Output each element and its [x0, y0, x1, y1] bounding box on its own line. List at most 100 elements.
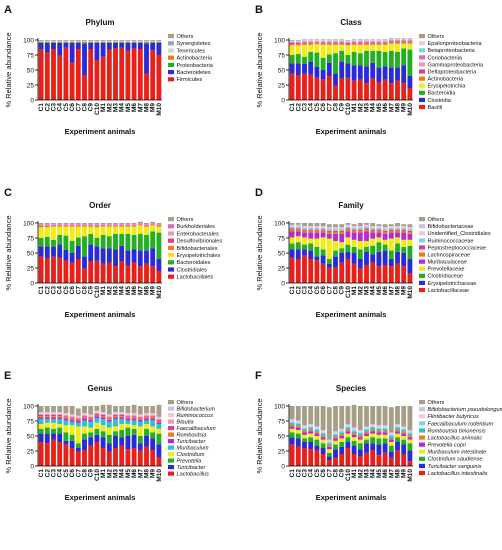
bar-segment [370, 41, 376, 43]
legend-swatch [168, 406, 174, 411]
x-tick-label: M8 [395, 469, 402, 478]
bar-segment [382, 432, 388, 435]
bar-segment [308, 223, 314, 226]
bar-segment [395, 237, 400, 244]
bar-segment [326, 456, 332, 460]
bar-segment [119, 430, 125, 438]
bar-segment [75, 237, 81, 246]
legend-swatch [419, 463, 425, 469]
bar-segment [339, 44, 345, 51]
x-tick-label: M5 [376, 286, 383, 295]
legend-swatch [419, 259, 425, 264]
bar-segment [75, 224, 81, 226]
bar-segment [370, 44, 376, 51]
legend-label: Coriobacteriia [428, 55, 463, 61]
y-tick-label: 75 [278, 53, 286, 60]
bar-segment [75, 417, 81, 419]
bar-segment [364, 41, 369, 43]
bar-segment [44, 419, 50, 423]
bar-segment [51, 439, 56, 466]
bar-segment [382, 44, 388, 52]
bar-segment [308, 259, 314, 283]
bar-segment [119, 40, 125, 42]
bar-segment [339, 446, 345, 454]
x-tick-label: M3 [364, 286, 371, 295]
bar-segment [44, 43, 50, 52]
x-tick-label: C2 [44, 286, 51, 295]
bar-segment [395, 429, 400, 432]
bar-segment [38, 433, 44, 442]
bar-segment [295, 228, 301, 230]
x-tick-label: M1 [351, 286, 358, 295]
bar-segment [113, 413, 118, 415]
bar-segment [131, 40, 137, 42]
legend-label: Clostridiaceae [428, 274, 463, 280]
bar-segment [401, 43, 407, 49]
bar-segment [82, 225, 87, 226]
bar-segment [69, 43, 75, 63]
bar-segment [289, 406, 295, 420]
bar-segment [314, 433, 320, 436]
bar-segment [295, 40, 301, 41]
bar-segment [125, 250, 131, 265]
bar-segment [94, 40, 100, 41]
bar-segment [88, 261, 94, 283]
bar-segment [351, 428, 357, 430]
bar-segment [388, 40, 394, 41]
bar-segment [44, 415, 50, 417]
legend-label: Lactobacillales [177, 275, 214, 281]
bar-segment [88, 437, 94, 446]
bar-segment [113, 431, 118, 436]
bar-segment [137, 223, 143, 224]
bar-segment [131, 42, 137, 43]
bar-segment [376, 41, 382, 42]
bar-segment [144, 40, 149, 41]
bar-segment [44, 416, 50, 418]
bar-segment [382, 41, 388, 42]
bar-segment [106, 416, 112, 418]
bar-segment [382, 40, 388, 41]
bar-segment [131, 41, 137, 42]
bar-segment [357, 223, 363, 226]
bar-segment [63, 416, 69, 418]
bar-segment [119, 261, 125, 283]
bar-segment [69, 41, 75, 43]
bar-segment [63, 223, 69, 225]
bar-segment [137, 233, 143, 251]
bar-segment [156, 428, 162, 434]
bar-segment [376, 406, 382, 426]
bar-segment [333, 449, 338, 458]
bar-segment [295, 420, 301, 422]
bar-segment [106, 224, 112, 225]
bar-segment [314, 41, 320, 43]
panel-label: F [255, 370, 262, 382]
bar-segment [82, 40, 87, 41]
legend-label: Epsilonproteobacteria [428, 41, 483, 47]
panel-label: E [4, 370, 11, 382]
x-axis-label: Experiment animals [65, 493, 136, 502]
bar-segment [94, 413, 100, 415]
bar-segment [407, 230, 413, 232]
bar-segment [150, 413, 156, 415]
bar-segment [357, 40, 363, 41]
bar-segment [314, 40, 320, 41]
legend-label: Enterobacterales [177, 231, 219, 237]
bar-segment [370, 262, 376, 283]
bar-segment [308, 40, 314, 41]
bar-segment [339, 253, 345, 263]
legend-swatch [168, 267, 174, 272]
x-tick-label: C3 [51, 286, 58, 295]
bar-segment [357, 79, 363, 100]
y-tick-label: 25 [278, 83, 286, 90]
bar-segment [364, 40, 369, 42]
legend-label: Clostridium saudiense [428, 457, 483, 463]
bar-segment [339, 442, 345, 447]
bar-segment [357, 226, 363, 228]
bar-segment [150, 417, 156, 419]
bar-segment [401, 229, 407, 231]
bar-segment [401, 430, 407, 432]
bar-segment [407, 433, 413, 436]
bar-segment [395, 431, 400, 434]
bar-segment [51, 224, 56, 225]
